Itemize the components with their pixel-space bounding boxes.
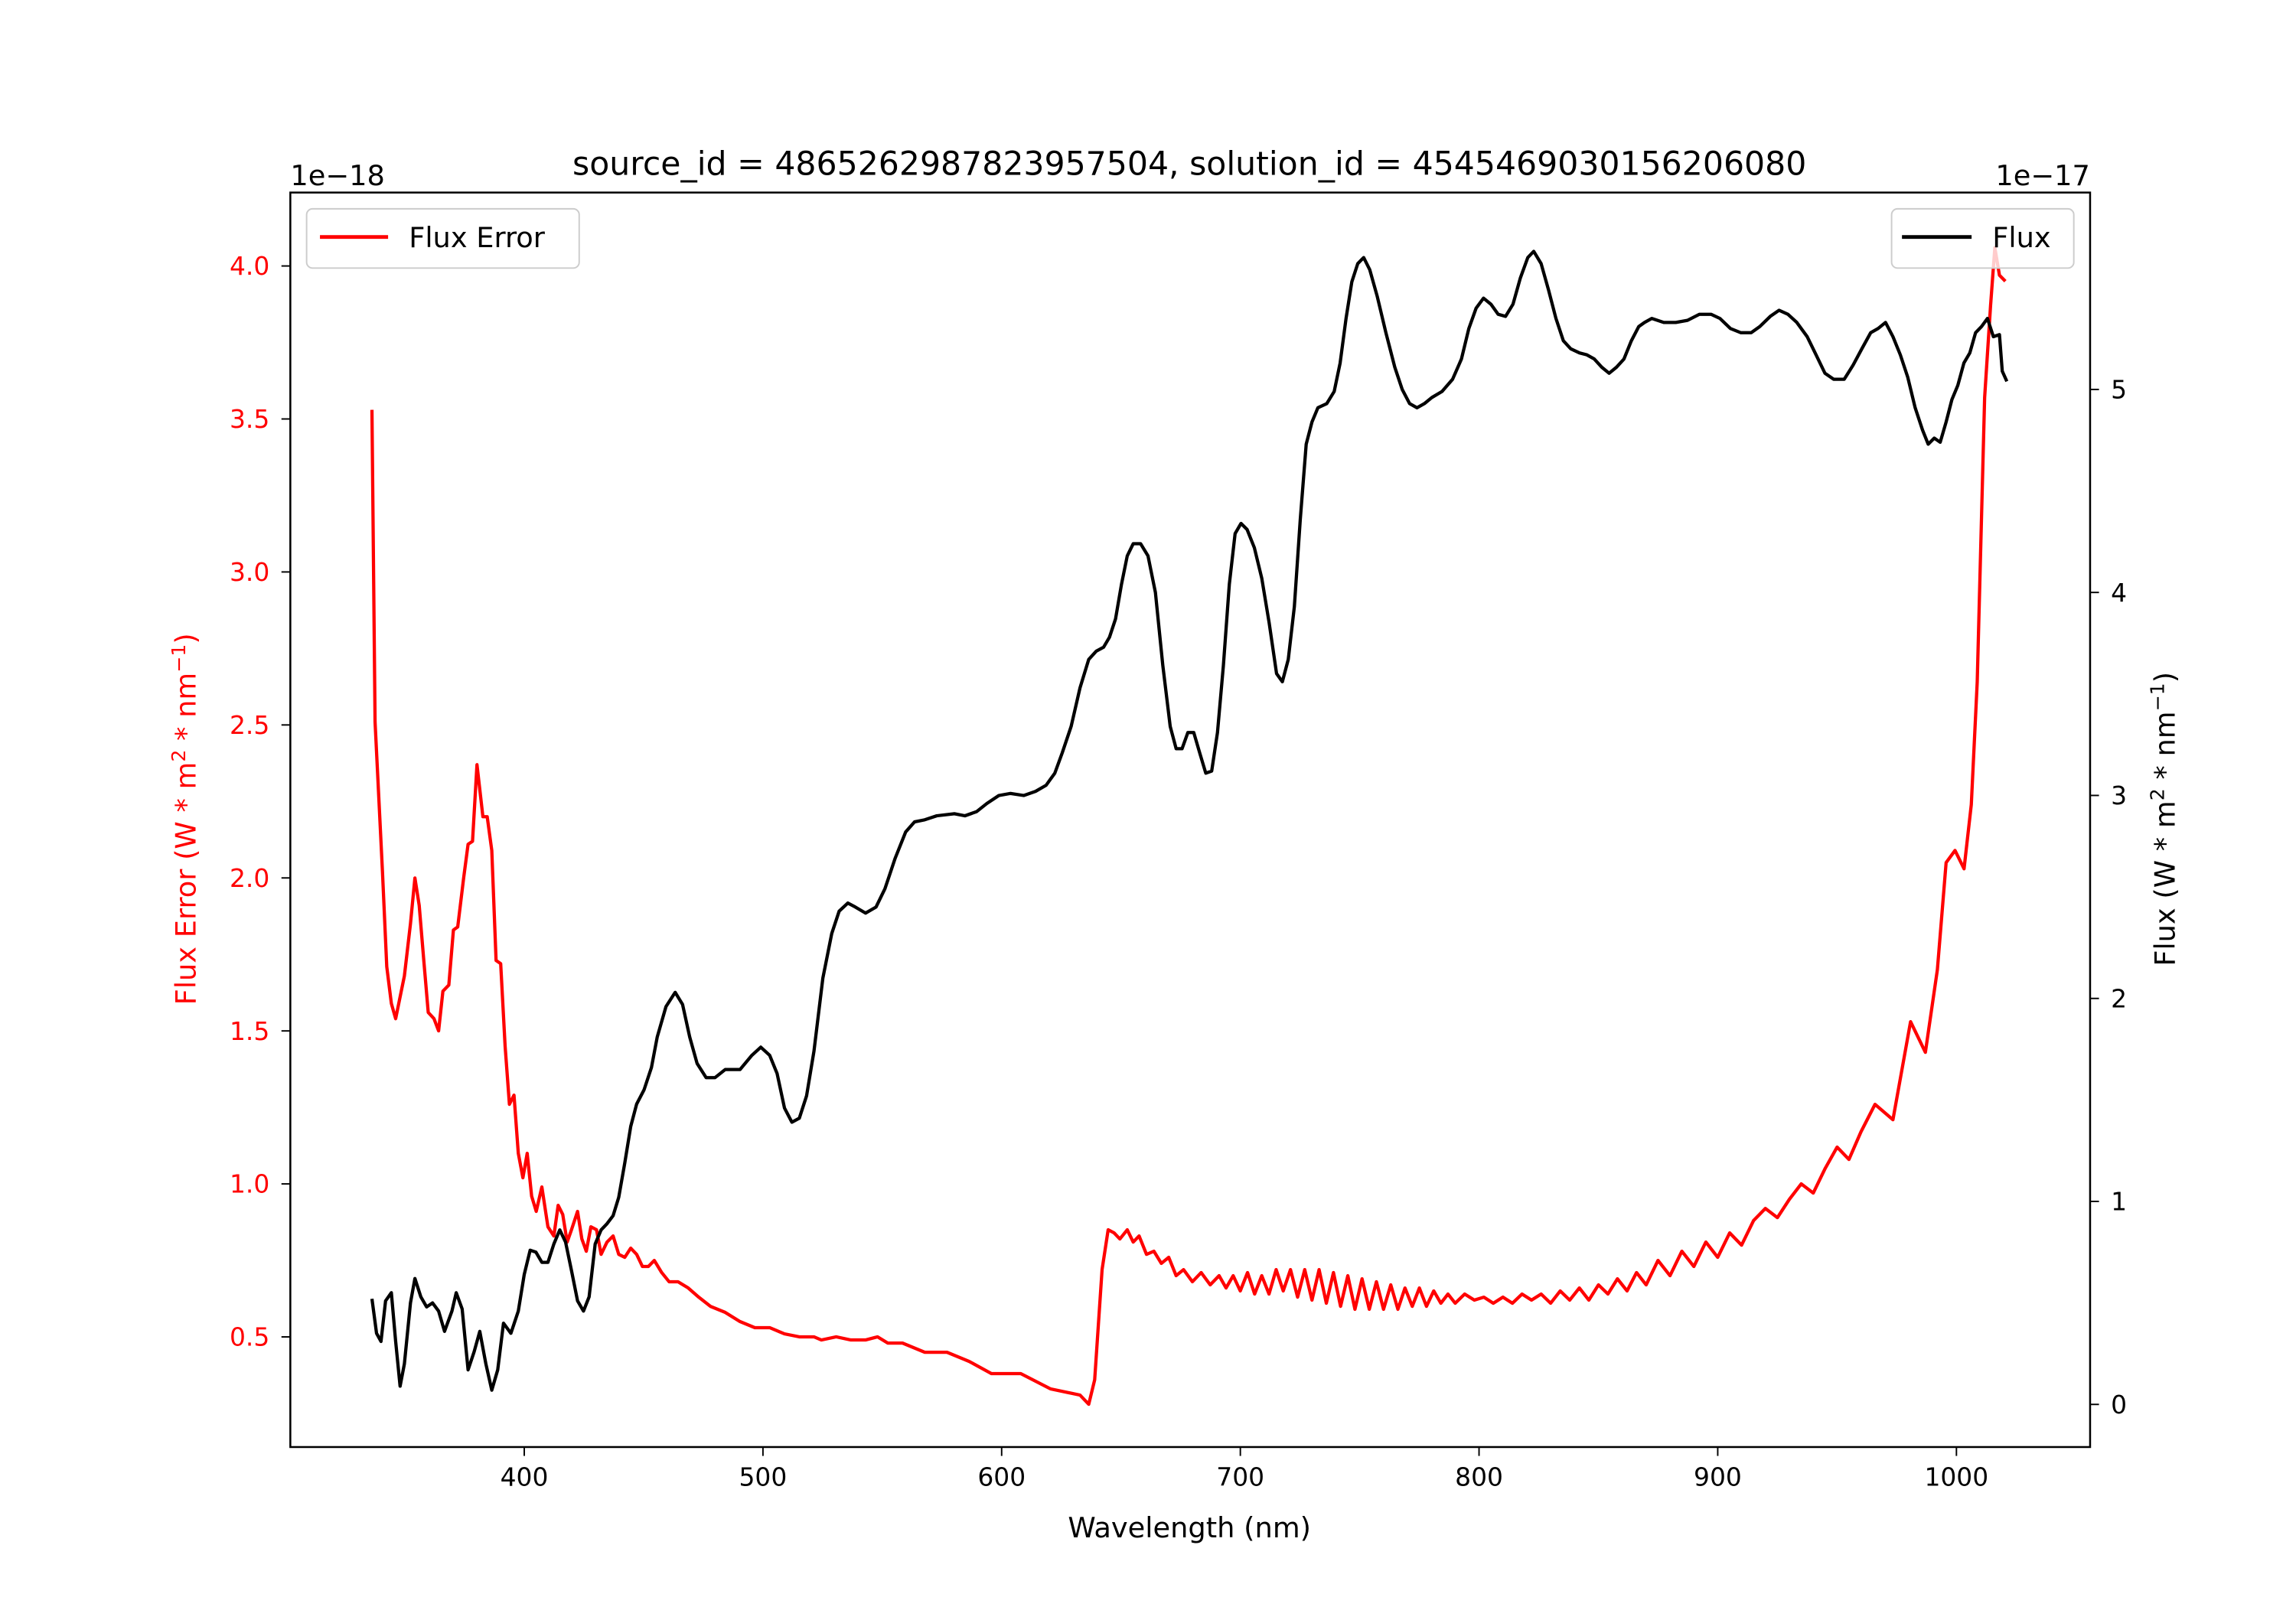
x-tick-label: 1000 <box>1924 1462 1988 1491</box>
x-tick-label: 500 <box>739 1462 787 1491</box>
x-tick-label: 800 <box>1455 1462 1503 1491</box>
right-y-tick-label: 0 <box>2111 1390 2127 1420</box>
legend-flux: Flux <box>1890 207 2075 269</box>
x-tick-label: 700 <box>1216 1462 1264 1491</box>
plot-frame <box>289 191 2092 1449</box>
right-offset-text: 1e−17 <box>1995 159 2090 192</box>
left-y-tick-label: 3.0 <box>230 557 269 587</box>
left-y-tick-label: 3.5 <box>230 404 269 434</box>
series-line-flux-error <box>370 246 2007 1407</box>
left-y-axis-label: Flux Error (W * m2 * nm−1) <box>168 633 203 1005</box>
x-tick-label: 400 <box>501 1462 549 1491</box>
right-y-tick-label: 4 <box>2111 578 2127 608</box>
left-offset-text: 1e−18 <box>290 159 385 192</box>
right-y-tick-label: 5 <box>2111 375 2127 405</box>
legend-label-flux: Flux <box>1992 221 2050 254</box>
left-y-tick-label: 1.0 <box>230 1169 269 1199</box>
legend-label-flux-error: Flux Error <box>409 221 546 254</box>
x-tick-label: 900 <box>1694 1462 1742 1491</box>
legend-flux-error: Flux Error <box>305 207 580 269</box>
left-y-tick-label: 0.5 <box>230 1322 269 1352</box>
left-y-tick-label: 2.5 <box>230 710 269 740</box>
right-y-axis-label: Flux (W * m2 * nm−1) <box>2147 672 2182 966</box>
right-y-tick-label: 2 <box>2111 983 2127 1013</box>
left-y-tick-label: 4.0 <box>230 251 269 281</box>
chart-title: source_id = 4865262987823957504, solutio… <box>572 145 1806 183</box>
left-y-tick-label: 1.5 <box>230 1016 269 1046</box>
right-y-tick-label: 1 <box>2111 1187 2127 1217</box>
right-y-tick-label: 3 <box>2111 781 2127 810</box>
x-tick-label: 600 <box>977 1462 1026 1491</box>
series-line-flux <box>370 249 2009 1392</box>
left-y-tick-label: 2.0 <box>230 863 269 893</box>
x-axis-label: Wavelength (nm) <box>1068 1511 1311 1544</box>
